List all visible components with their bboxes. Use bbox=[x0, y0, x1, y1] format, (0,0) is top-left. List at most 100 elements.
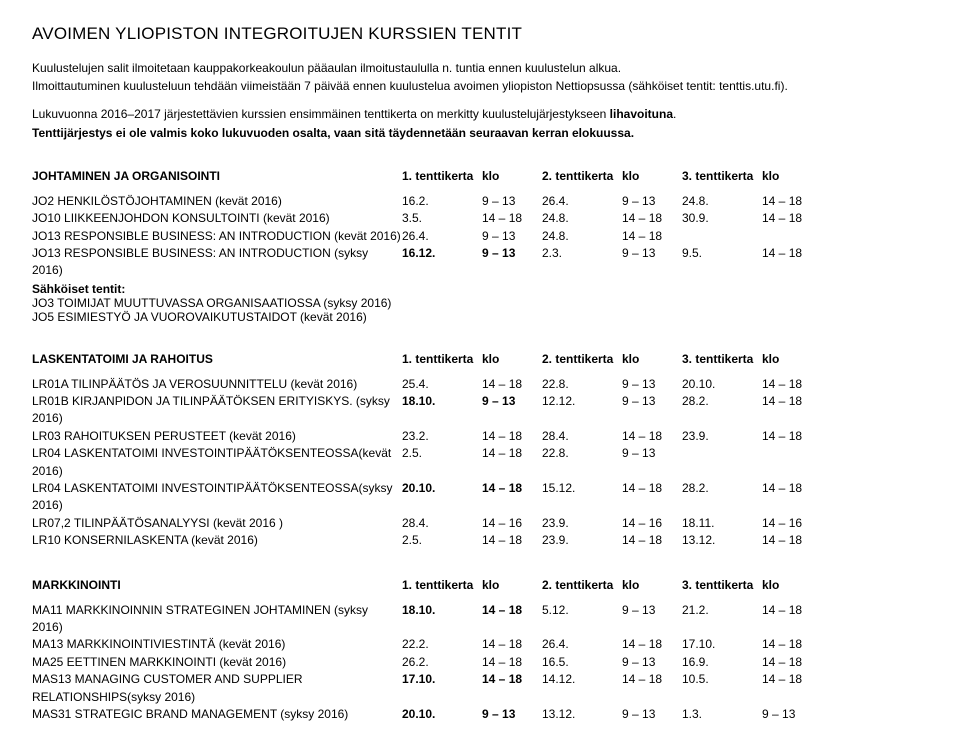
time-cell: 14 – 18 bbox=[762, 480, 822, 515]
time-cell: 14 – 18 bbox=[482, 445, 542, 480]
footer-line: JO3 TOIMIJAT MUUTTUVASSA ORGANISAATIOSSA… bbox=[32, 296, 928, 310]
date-cell: 10.5. bbox=[682, 671, 762, 706]
col-header: klo bbox=[482, 169, 542, 183]
table-row: JO2 HENKILÖSTÖJOHTAMINEN (kevät 2016)16.… bbox=[32, 193, 928, 210]
time-cell: 9 – 13 bbox=[622, 602, 682, 637]
table-row: MA11 MARKKINOINNIN STRATEGINEN JOHTAMINE… bbox=[32, 602, 928, 637]
date-cell: 21.2. bbox=[682, 602, 762, 637]
section-header: JOHTAMINEN JA ORGANISOINTI1. tenttikerta… bbox=[32, 169, 928, 183]
date-cell: 18.11. bbox=[682, 515, 762, 532]
col-header: 3. tenttikerta bbox=[682, 578, 762, 592]
time-cell: 9 – 13 bbox=[482, 193, 542, 210]
time-cell: 14 – 18 bbox=[762, 393, 822, 428]
date-cell: 28.4. bbox=[402, 515, 482, 532]
time-cell: 14 – 16 bbox=[762, 515, 822, 532]
course-name: LR01A TILINPÄÄTÖS JA VEROSUUNNITTELU (ke… bbox=[32, 376, 402, 393]
time-cell bbox=[762, 228, 822, 245]
time-cell: 9 – 13 bbox=[622, 393, 682, 428]
date-cell: 20.10. bbox=[682, 376, 762, 393]
time-cell: 9 – 13 bbox=[482, 245, 542, 280]
section-header: MARKKINOINTI1. tenttikertaklo2. tenttike… bbox=[32, 578, 928, 592]
date-cell: 28.2. bbox=[682, 480, 762, 515]
date-cell: 18.10. bbox=[402, 393, 482, 428]
table-row: LR04 LASKENTATOIMI INVESTOINTIPÄÄTÖKSENT… bbox=[32, 445, 928, 480]
time-cell: 14 – 18 bbox=[762, 245, 822, 280]
date-cell: 2.3. bbox=[542, 245, 622, 280]
time-cell: 14 – 16 bbox=[482, 515, 542, 532]
date-cell: 20.10. bbox=[402, 706, 482, 723]
date-cell: 26.4. bbox=[402, 228, 482, 245]
time-cell: 14 – 18 bbox=[482, 480, 542, 515]
course-name: JO2 HENKILÖSTÖJOHTAMINEN (kevät 2016) bbox=[32, 193, 402, 210]
date-cell bbox=[682, 445, 762, 480]
time-cell: 14 – 18 bbox=[482, 376, 542, 393]
course-name: LR04 LASKENTATOIMI INVESTOINTIPÄÄTÖKSENT… bbox=[32, 480, 402, 515]
course-name: JO10 LIIKKEENJOHDON KONSULTOINTI (kevät … bbox=[32, 210, 402, 227]
col-header: 2. tenttikerta bbox=[542, 352, 622, 366]
section: LASKENTATOIMI JA RAHOITUS1. tenttikerta k… bbox=[32, 352, 928, 550]
date-cell: 16.2. bbox=[402, 193, 482, 210]
col-header: 1. tenttikerta bbox=[402, 578, 482, 592]
date-cell: 1.3. bbox=[682, 706, 762, 723]
time-cell: 14 – 18 bbox=[482, 636, 542, 653]
intro-line: Ilmoittautuminen kuulusteluun tehdään vi… bbox=[32, 78, 928, 94]
course-name: JO13 RESPONSIBLE BUSINESS: AN INTRODUCTI… bbox=[32, 245, 402, 280]
time-cell: 9 – 13 bbox=[622, 376, 682, 393]
date-cell: 16.5. bbox=[542, 654, 622, 671]
col-header: klo bbox=[622, 352, 682, 366]
course-name: LR10 KONSERNILASKENTA (kevät 2016) bbox=[32, 532, 402, 549]
section-title: LASKENTATOIMI JA RAHOITUS bbox=[32, 352, 402, 366]
time-cell: 14 – 18 bbox=[762, 636, 822, 653]
col-header: 1. tenttikerta bbox=[402, 352, 482, 366]
footer-line: JO5 ESIMIESTYÖ JA VUOROVAIKUTUSTAIDOT (k… bbox=[32, 310, 928, 324]
course-name: JO13 RESPONSIBLE BUSINESS: AN INTRODUCTI… bbox=[32, 228, 402, 245]
date-cell: 26.4. bbox=[542, 636, 622, 653]
date-cell: 9.5. bbox=[682, 245, 762, 280]
date-cell: 16.9. bbox=[682, 654, 762, 671]
time-cell: 14 – 16 bbox=[622, 515, 682, 532]
table-row: LR04 LASKENTATOIMI INVESTOINTIPÄÄTÖKSENT… bbox=[32, 480, 928, 515]
intro-bold-line: Tenttijärjestys ei ole valmis koko lukuv… bbox=[32, 125, 928, 141]
date-cell: 24.8. bbox=[542, 210, 622, 227]
date-cell: 23.9. bbox=[682, 428, 762, 445]
date-cell: 17.10. bbox=[402, 671, 482, 706]
table-row: MA25 EETTINEN MARKKINOINTI (kevät 2016)2… bbox=[32, 654, 928, 671]
time-cell: 14 – 18 bbox=[622, 480, 682, 515]
date-cell: 28.2. bbox=[682, 393, 762, 428]
col-header: klo bbox=[762, 578, 822, 592]
time-cell: 9 – 13 bbox=[622, 245, 682, 280]
time-cell: 14 – 18 bbox=[622, 210, 682, 227]
time-cell: 9 – 13 bbox=[622, 654, 682, 671]
date-cell: 2.5. bbox=[402, 445, 482, 480]
date-cell: 12.12. bbox=[542, 393, 622, 428]
date-cell: 3.5. bbox=[402, 210, 482, 227]
date-cell: 22.2. bbox=[402, 636, 482, 653]
section: JOHTAMINEN JA ORGANISOINTI1. tenttikerta… bbox=[32, 169, 928, 324]
time-cell: 14 – 18 bbox=[622, 428, 682, 445]
table-row: LR03 RAHOITUKSEN PERUSTEET (kevät 2016) 2… bbox=[32, 428, 928, 445]
time-cell: 14 – 18 bbox=[762, 376, 822, 393]
time-cell: 9 – 13 bbox=[482, 706, 542, 723]
course-name: LR07,2 TILINPÄÄTÖSANALYYSI (kevät 2016 ) bbox=[32, 515, 402, 532]
date-cell: 22.8. bbox=[542, 376, 622, 393]
time-cell: 14 – 18 bbox=[762, 654, 822, 671]
date-cell: 20.10. bbox=[402, 480, 482, 515]
course-name: LR04 LASKENTATOIMI INVESTOINTIPÄÄTÖKSENT… bbox=[32, 445, 402, 480]
course-name: LR03 RAHOITUKSEN PERUSTEET (kevät 2016) bbox=[32, 428, 402, 445]
time-cell: 14 – 18 bbox=[482, 428, 542, 445]
col-header: klo bbox=[622, 169, 682, 183]
time-cell: 14 – 18 bbox=[622, 532, 682, 549]
col-header: 3. tenttikerta bbox=[682, 169, 762, 183]
table-row: LR01B KIRJANPIDON JA TILINPÄÄTÖKSEN ERIT… bbox=[32, 393, 928, 428]
date-cell bbox=[682, 228, 762, 245]
col-header: 2. tenttikerta bbox=[542, 578, 622, 592]
date-cell: 23.9. bbox=[542, 515, 622, 532]
date-cell: 13.12. bbox=[542, 706, 622, 723]
footer-label: Sähköiset tentit: bbox=[32, 282, 928, 296]
table-row: JO13 RESPONSIBLE BUSINESS: AN INTRODUCTI… bbox=[32, 245, 928, 280]
time-cell: 9 – 13 bbox=[482, 228, 542, 245]
date-cell: 24.8. bbox=[542, 228, 622, 245]
time-cell: 9 – 13 bbox=[622, 706, 682, 723]
date-cell: 17.10. bbox=[682, 636, 762, 653]
date-cell: 5.12. bbox=[542, 602, 622, 637]
